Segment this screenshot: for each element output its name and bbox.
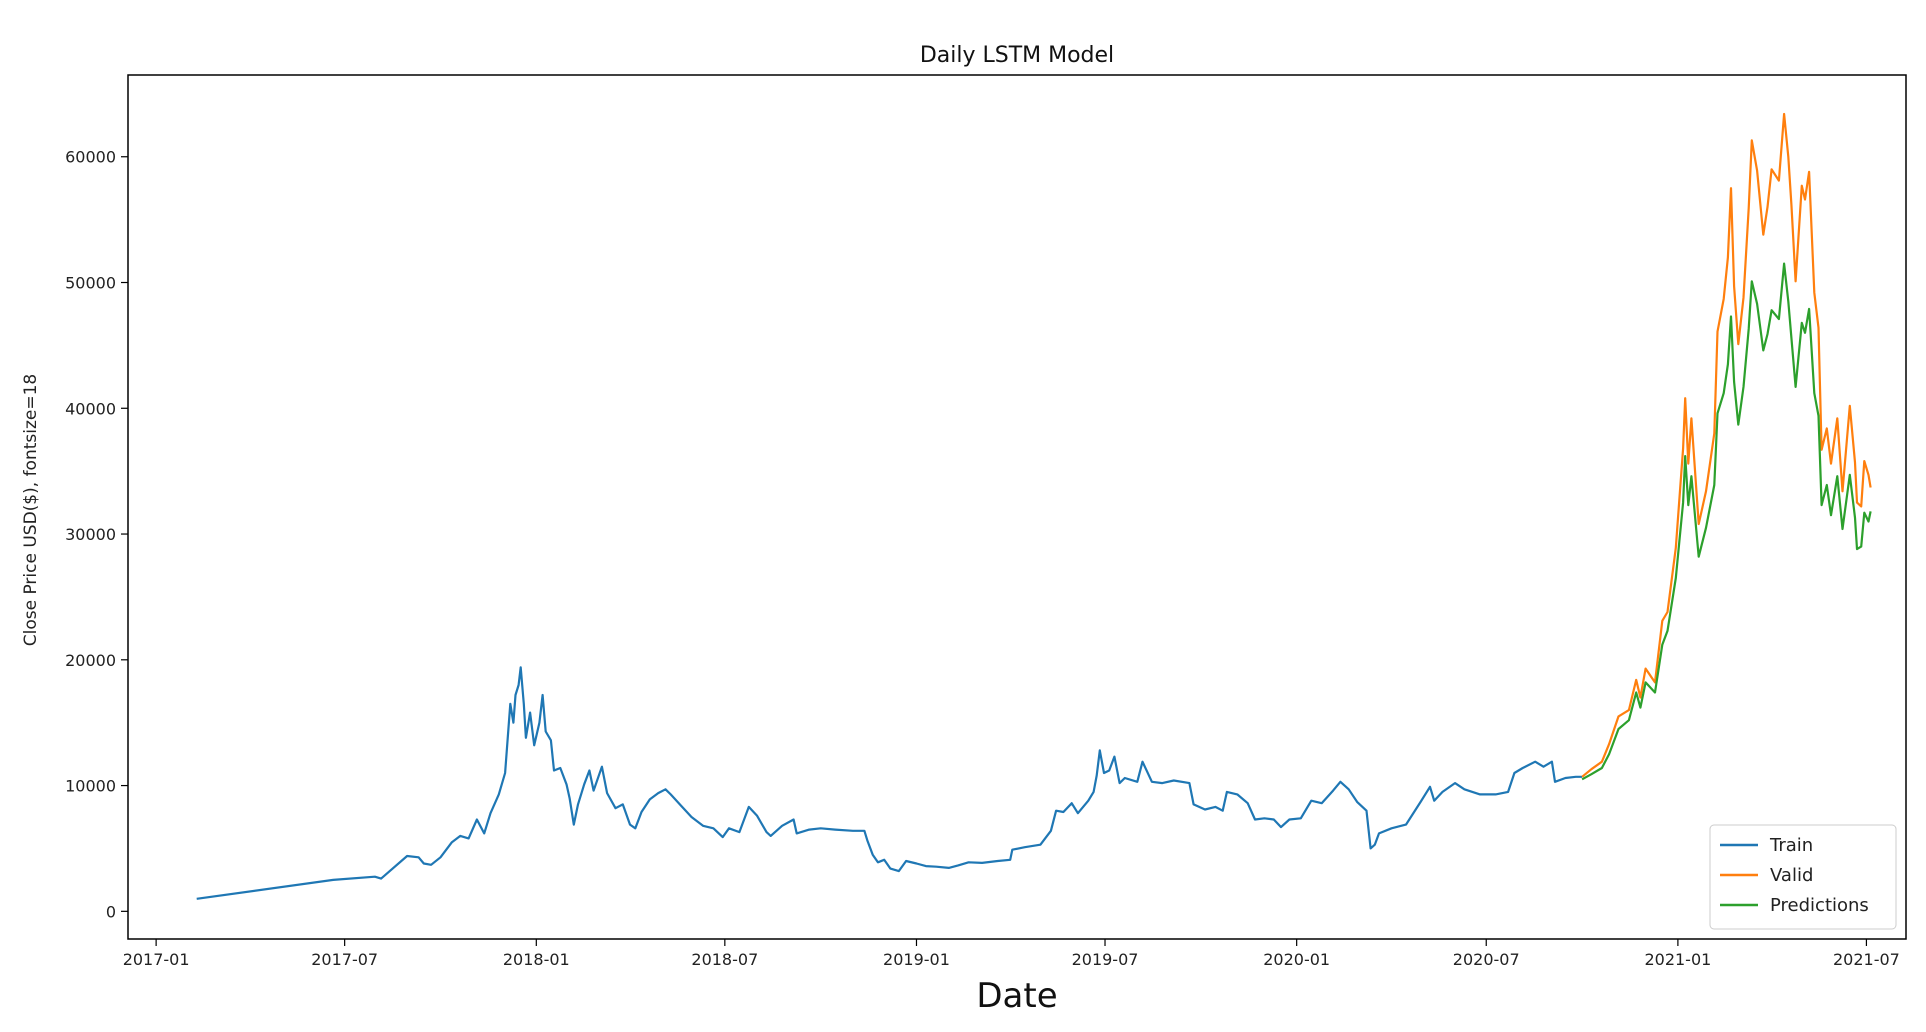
x-tick-label: 2021-07 — [1833, 950, 1900, 969]
y-tick-label: 50000 — [65, 274, 116, 293]
x-tick-label: 2020-01 — [1263, 950, 1330, 969]
series-line-predictions — [1581, 262, 1872, 781]
legend-label-train: Train — [1769, 835, 1813, 856]
x-tick-label: 2020-07 — [1453, 950, 1520, 969]
legend-box — [1709, 824, 1897, 930]
x-tick-label: 2018-07 — [691, 950, 758, 969]
legend-label-predictions: Predictions — [1770, 895, 1869, 916]
chart-title: Daily LSTM Model — [920, 43, 1114, 68]
x-tick-label: 2017-01 — [123, 950, 190, 969]
y-tick-label: 10000 — [65, 777, 116, 796]
x-tick-label: 2017-07 — [311, 950, 378, 969]
x-tick-label: 2019-07 — [1072, 950, 1139, 969]
series-line-train — [196, 666, 1583, 900]
y-tick-label: 40000 — [65, 399, 116, 418]
legend-label-valid: Valid — [1770, 865, 1813, 886]
x-tick-label: 2021-01 — [1644, 950, 1711, 969]
axis-ticks: 2017-01 2017-07 2018-01 2018-07 2019-01 2019-… — [65, 148, 1900, 969]
x-tick-label: 2019-01 — [883, 950, 950, 969]
series-line-valid — [1581, 112, 1872, 778]
series-lines — [196, 112, 1872, 900]
x-tick-label: 2018-01 — [503, 950, 570, 969]
legend: Train Valid Predictions — [1709, 824, 1897, 930]
plot-frame — [127, 74, 1907, 940]
y-tick-label: 60000 — [65, 148, 116, 167]
y-tick-label: 20000 — [65, 651, 116, 670]
y-axis-label: Close Price USD($), fontsize=18 — [21, 374, 41, 646]
y-tick-label: 30000 — [65, 525, 116, 544]
x-axis-label: Date — [976, 976, 1057, 1016]
y-tick-label: 0 — [106, 902, 116, 921]
